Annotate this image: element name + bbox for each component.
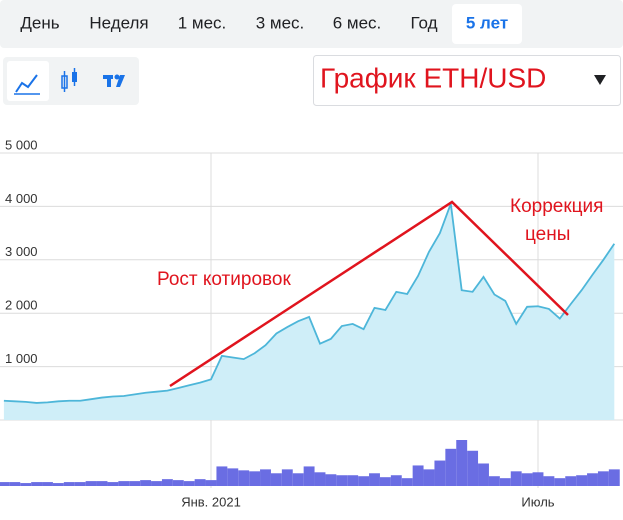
- volume-bar: [412, 465, 424, 486]
- volume-bar: [52, 483, 64, 486]
- volume-bar: [314, 472, 326, 486]
- volume-bar: [554, 478, 566, 486]
- volume-bar: [183, 481, 195, 486]
- x-tick-label: Июль: [521, 494, 554, 509]
- volume-bar: [161, 479, 173, 486]
- tab-active-bg: [452, 4, 522, 44]
- dropdown-arrow: [594, 75, 606, 85]
- tv-icon: [114, 74, 120, 80]
- volume-bar: [151, 481, 162, 486]
- tab[interactable]: 1 мес.: [178, 13, 227, 32]
- volume-bar: [74, 482, 86, 486]
- volume-bar: [172, 480, 184, 486]
- tradingview-mode-button[interactable]: [103, 74, 125, 88]
- line-mode-button[interactable]: [7, 61, 49, 101]
- annotation: Рост котировок: [157, 269, 291, 290]
- volume-bar: [510, 471, 522, 486]
- x-tick-label: Янв. 2021: [181, 494, 241, 509]
- volume-bar: [85, 481, 97, 486]
- volume-bar: [118, 481, 130, 486]
- volume-bar: [358, 476, 370, 486]
- volume-bar: [194, 479, 206, 486]
- volume-bar: [521, 473, 533, 486]
- volume-bar: [423, 469, 435, 486]
- volume-bar: [31, 482, 43, 486]
- volume-bar: [608, 469, 620, 486]
- volume-bar: [565, 476, 577, 486]
- volume-bar: [434, 460, 446, 486]
- volume-bar: [336, 475, 348, 486]
- price-area: [3, 203, 615, 420]
- volume-bar: [390, 475, 402, 486]
- volume-bar: [9, 482, 21, 486]
- tab[interactable]: Год: [410, 13, 437, 32]
- volume-bar: [543, 476, 555, 486]
- volume-bar: [467, 450, 479, 486]
- y-tick-label: 2 000: [5, 298, 38, 313]
- volume-bar: [216, 466, 228, 486]
- volume-bar: [0, 482, 10, 486]
- y-tick-label: 3 000: [5, 244, 38, 259]
- volume-bar: [140, 480, 152, 486]
- tab[interactable]: Неделя: [89, 13, 148, 32]
- tab[interactable]: День: [20, 13, 59, 32]
- tv-icon: [116, 75, 125, 87]
- volume-bar: [227, 468, 239, 486]
- volume-bar: [96, 481, 108, 486]
- volume-bar: [325, 474, 337, 486]
- volume-bar: [238, 470, 250, 486]
- trend-annotation: [169, 200, 569, 388]
- volume-bar: [205, 480, 217, 486]
- volume-bar: [597, 471, 609, 486]
- volume-bar: [281, 469, 293, 486]
- volume-bar: [488, 476, 500, 486]
- volume-bar: [379, 477, 391, 486]
- volume-bar: [401, 478, 413, 486]
- tabs: День Неделя 1 мес. 3 мес. 6 мес. Год 5 лет: [20, 4, 522, 44]
- annotation: Коррекция: [510, 196, 603, 217]
- y-tick-label: 5 000: [5, 137, 38, 152]
- volume-bar: [445, 448, 457, 486]
- volume-bar: [576, 475, 588, 486]
- y-tick-label: 1 000: [5, 351, 38, 366]
- volume-bar: [260, 469, 271, 486]
- volume-bar: [129, 481, 141, 486]
- line-icon: [15, 74, 38, 93]
- tab[interactable]: 5 лет: [466, 13, 508, 32]
- volume-bar: [478, 463, 489, 486]
- candle-mode-button[interactable]: [61, 68, 77, 92]
- volume-bar: [532, 472, 544, 486]
- volume-bar: [292, 473, 304, 486]
- tv-icon: [107, 75, 111, 87]
- volume-bar: [456, 440, 468, 486]
- tab[interactable]: 3 мес.: [256, 13, 305, 32]
- volume-bar: [347, 475, 359, 486]
- volume-bar: [369, 473, 380, 486]
- pair-dropdown[interactable]: [313, 55, 621, 106]
- y-tick-label: 4 000: [5, 191, 38, 206]
- volume-bar: [303, 466, 315, 486]
- volume-bar: [270, 473, 282, 486]
- volume-bar: [20, 483, 32, 486]
- volume-bar: [499, 478, 511, 486]
- volume-bar: [42, 482, 53, 486]
- price-line: [3, 203, 616, 404]
- annotation: цены: [525, 224, 570, 245]
- dropdown-title: График ETH/USD: [320, 62, 546, 93]
- volume-bar: [63, 482, 75, 486]
- tab[interactable]: 6 мес.: [333, 13, 382, 32]
- volume-bar: [107, 482, 119, 486]
- volume-bar: [587, 473, 598, 486]
- volume-bar: [249, 471, 261, 486]
